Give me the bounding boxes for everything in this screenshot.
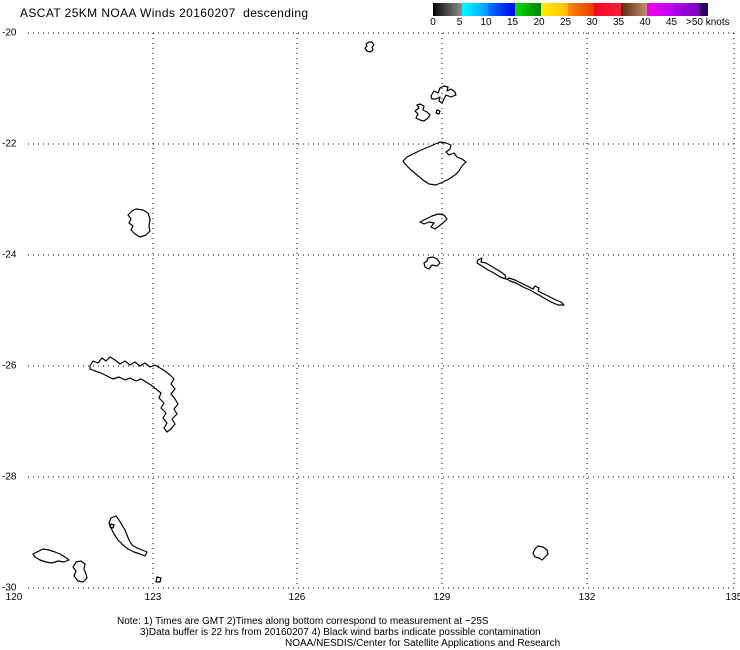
island-cluster-north-dot: [435, 109, 441, 115]
lat-tick-label: -24: [2, 249, 17, 261]
island-large-central: [402, 141, 467, 186]
colorbar-segment: [488, 3, 515, 16]
lat-tick-label: -30: [2, 582, 17, 594]
lake-fish-notch: [109, 523, 115, 529]
footnote-line-1: Note: 1) Times are GMT 2)Times along bot…: [117, 616, 489, 627]
lat-tick-label: -26: [2, 360, 17, 372]
coastline-outlines: [32, 41, 565, 583]
island-cluster-south: [414, 103, 431, 122]
colorbar-tick-label: 5: [456, 17, 463, 28]
colorbar-segment: [620, 3, 647, 16]
lake-west-blob: [127, 208, 151, 238]
lon-tick-label: 126: [288, 592, 306, 603]
lake-elongated-2: [506, 277, 565, 306]
island-small-north: [364, 41, 375, 53]
wind-speed-colorbar: [433, 3, 708, 16]
colorbar-segment: [647, 3, 674, 16]
lon-tick-label: 132: [578, 592, 596, 603]
colorbar-tick-label: 15: [506, 17, 519, 28]
island-arrow: [419, 213, 448, 230]
grid-lines: [28, 32, 738, 589]
colorbar-segment: [567, 3, 594, 16]
lake-fish-vertical: [108, 515, 148, 557]
chart-title: ASCAT 25KM NOAA Winds 20160207 descendin…: [20, 6, 309, 20]
lake-round-southeast: [532, 545, 549, 561]
colorbar-tick-label: 20: [533, 17, 545, 28]
island-small-central: [423, 256, 441, 270]
colorbar-segment: [514, 3, 541, 16]
colorbar-end-cap: [700, 3, 708, 16]
island-cluster-north-bird: [430, 85, 457, 104]
lon-tick-label: 123: [144, 592, 162, 603]
lat-tick-label: -22: [2, 138, 17, 150]
credit-line: NOAA/NESDIS/Center for Satellite Applica…: [285, 638, 561, 649]
colorbar-segment: [594, 3, 621, 16]
footnote-line-2: 3)Data buffer is 22 hrs from 20160207 4)…: [140, 627, 541, 638]
lon-tick-label: 120: [5, 592, 23, 603]
lake-tiny-south: [155, 576, 162, 583]
lon-tick-label: 129: [433, 592, 451, 603]
colorbar-tick-label: 45: [665, 17, 678, 28]
colorbar-tick-label: 0: [430, 17, 436, 28]
lake-chain-southwest: [89, 356, 179, 433]
colorbar-segment: [461, 3, 488, 16]
lake-elongated-1: [476, 257, 507, 280]
colorbar-tick-label: 35: [612, 17, 625, 28]
colorbar-tick-label: 25: [559, 17, 572, 28]
colorbar-segment: [541, 3, 568, 16]
lat-tick-label: -28: [2, 471, 17, 483]
colorbar-tick-label: 30: [586, 17, 598, 28]
colorbar-unit-label: >50 knots: [686, 17, 730, 28]
colorbar-segment: [673, 3, 700, 16]
colorbar-tick-label: 40: [639, 17, 651, 28]
lake-small-southwest: [72, 560, 88, 583]
lat-tick-label: -20: [2, 27, 17, 39]
lake-horizontal-southwest: [32, 548, 70, 564]
colorbar-tick-label: 10: [480, 17, 492, 28]
colorbar-segment: [435, 3, 462, 16]
lon-tick-label: 135: [725, 592, 740, 603]
